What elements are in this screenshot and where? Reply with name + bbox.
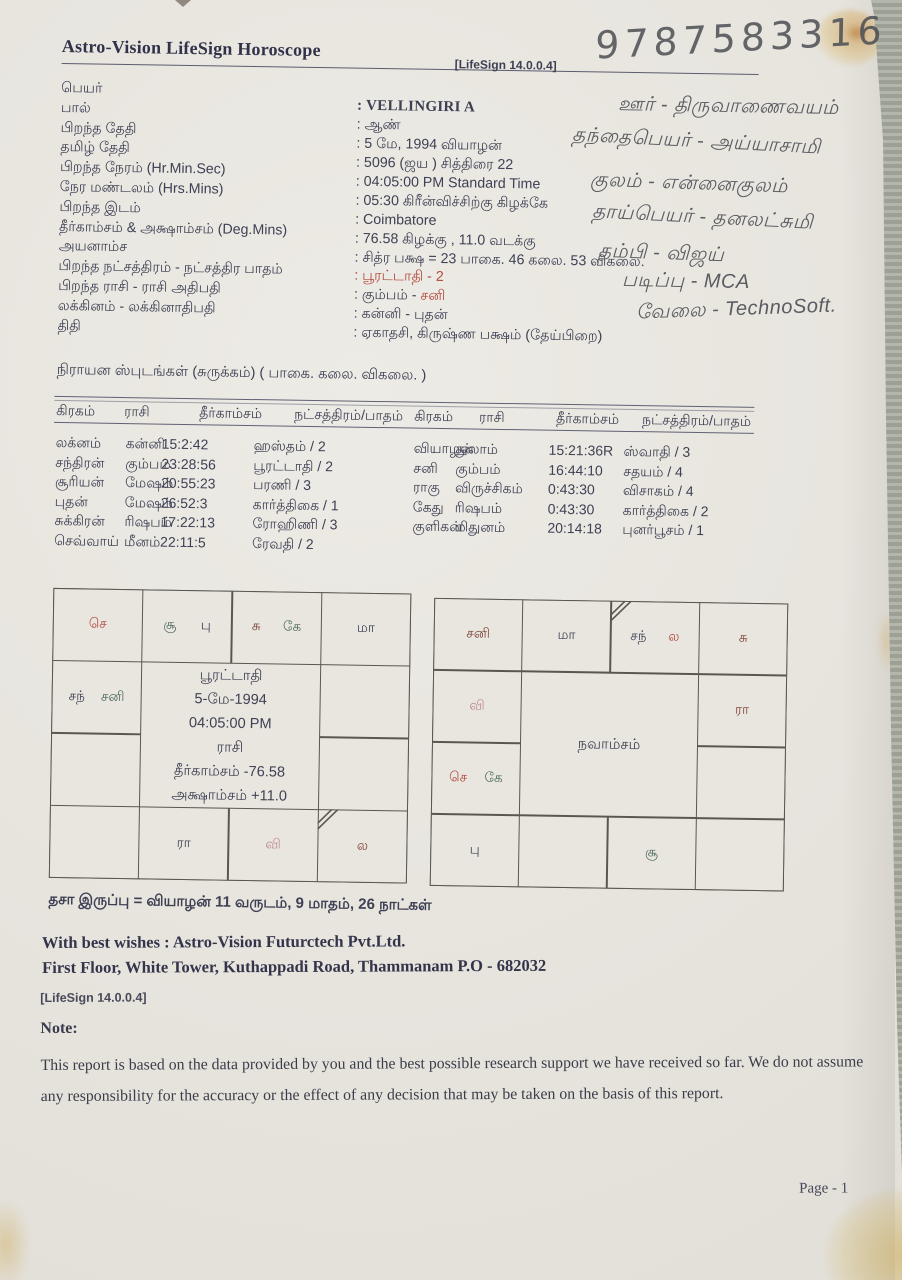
software-version-label-bottom: [LifeSign 14.0.0.4] (40, 990, 147, 1006)
rasi-chart: செ சூ பு சு கே மா சந் சனி ரா வி ல பூரட்டாதி 5-மே-199… (48, 587, 412, 884)
paper-tear-notch (175, 0, 191, 7)
navamsam-chart: சனி மா சந் ல சு வி ரா செ கே பு சூ நவாம்சம் (429, 597, 789, 892)
company-address: First Floor, White Tower, Kuthappadi Roa… (42, 955, 547, 977)
lagna-mark (608, 598, 637, 627)
stain-top-right-core (846, 24, 868, 42)
best-wishes-line: With best wishes : Astro-Vision Futurcte… (41, 931, 406, 952)
navamsam-cell: சந் ல (608, 598, 699, 674)
rasi-cell: ல (315, 806, 407, 883)
lagna-mark (315, 806, 344, 835)
page-number: Page - 1 (799, 1180, 849, 1197)
note-label: Note: (40, 1019, 78, 1038)
disclaimer-text: This report is based on the data provide… (40, 1053, 864, 1106)
